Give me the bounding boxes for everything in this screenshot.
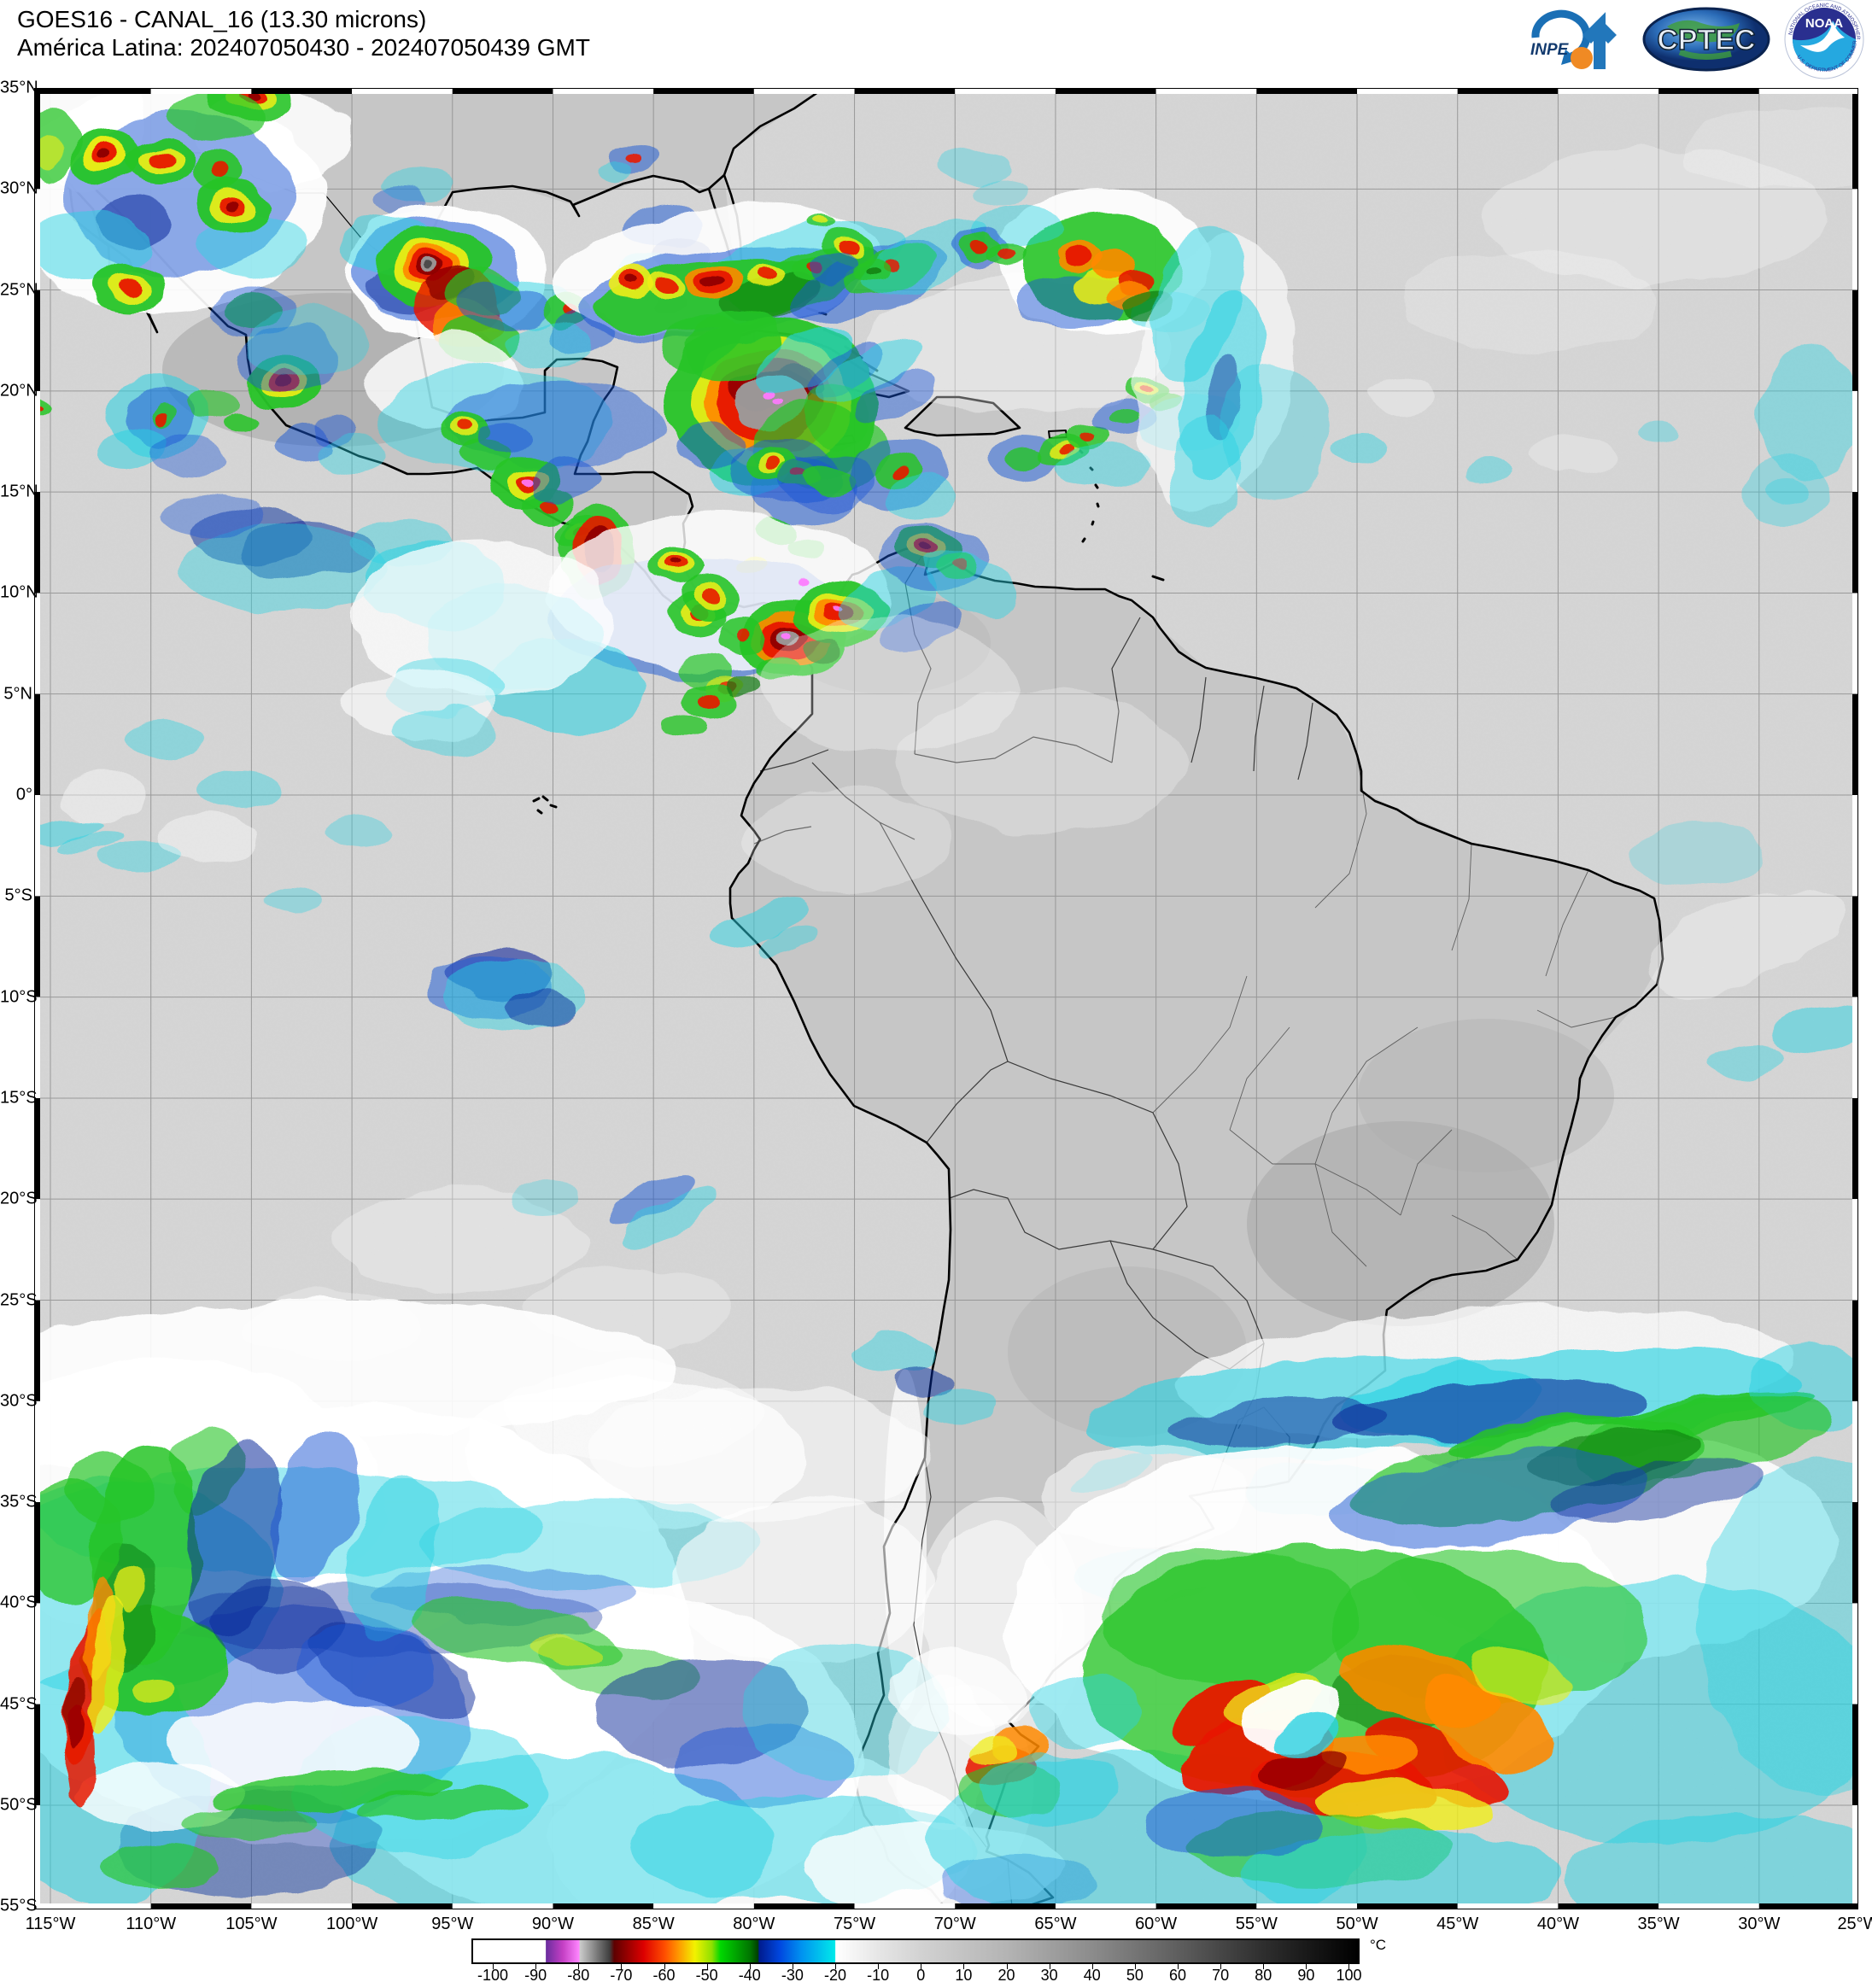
colorbar-tick-mark	[1177, 1964, 1179, 1969]
colorbar-tick-label: 50	[1126, 1967, 1144, 1984]
lat-label: 30°S	[0, 1391, 38, 1411]
colorbar-tick-label: 60	[1168, 1967, 1186, 1984]
colorbar-tick-mark	[706, 1964, 708, 1969]
colorbar-tick-label: 90	[1297, 1967, 1315, 1984]
lat-label: 20°S	[0, 1189, 38, 1208]
logo-strip: INPE CPTEC NOAA NATIONAL OCEANIC AND ATM…	[1518, 0, 1865, 79]
colorbar-tick-mark	[835, 1964, 837, 1969]
lon-label: 45°W	[1436, 1915, 1479, 1933]
colorbar-tick-mark	[1348, 1964, 1350, 1969]
lon-label: 115°W	[25, 1915, 76, 1933]
lon-label: 70°W	[933, 1915, 976, 1933]
lat-label: 15°N	[0, 482, 38, 501]
colorbar-tick-mark	[878, 1964, 880, 1969]
colorbar-tick-label: 80	[1255, 1967, 1272, 1984]
lat-label: 45°S	[0, 1694, 38, 1714]
colorbar-tick-mark	[664, 1964, 665, 1969]
lon-label: 80°W	[733, 1915, 775, 1933]
cptec-logo: CPTEC	[1642, 7, 1770, 72]
cptec-logo-text: CPTEC	[1657, 24, 1755, 56]
lat-label: 40°S	[0, 1593, 38, 1612]
colorbar	[471, 1938, 1360, 1964]
colorbar-tick-mark	[1306, 1964, 1307, 1969]
header: GOES16 - CANAL_16 (13.30 microns) Améric…	[17, 5, 590, 61]
colorbar-tick-label: 20	[997, 1967, 1015, 1984]
lon-label: 35°W	[1637, 1915, 1680, 1933]
page-title: GOES16 - CANAL_16 (13.30 microns)	[17, 6, 427, 32]
colorbar-tick-label: 10	[955, 1967, 973, 1984]
colorbar-tick-label: 0	[916, 1967, 926, 1984]
colorbar-tick-label: 40	[1083, 1967, 1101, 1984]
lon-label: 40°W	[1536, 1915, 1579, 1933]
colorbar-tick-label: -30	[781, 1967, 804, 1984]
colorbar-tick-mark	[1006, 1964, 1008, 1969]
lon-label: 75°W	[833, 1915, 876, 1933]
lon-label: 95°W	[431, 1915, 474, 1933]
colorbar-tick-mark	[1263, 1964, 1265, 1969]
lat-label: 35°N	[0, 78, 38, 97]
lon-label: 55°W	[1235, 1915, 1278, 1933]
lon-label: 25°W	[1837, 1915, 1872, 1933]
colorbar-tick-mark	[1220, 1964, 1222, 1969]
map-canvas	[0, 67, 1872, 1953]
colorbar-tick-label: -40	[738, 1967, 761, 1984]
noaa-logo: NOAA NATIONAL OCEANIC AND ATMOSPHERIC AD…	[1783, 0, 1864, 79]
inpe-logo-text: INPE	[1530, 41, 1570, 59]
map-frame-border	[34, 88, 1858, 1909]
page-subtitle: América Latina: 202407050430 - 202407050…	[17, 34, 590, 61]
lat-label: 30°N	[0, 178, 38, 198]
lon-label: 100°W	[325, 1915, 378, 1933]
lat-label: 5°S	[4, 886, 32, 905]
lon-label: 30°W	[1738, 1915, 1781, 1933]
colorbar-tick-label: -80	[567, 1967, 590, 1984]
colorbar-tick-label: 70	[1212, 1967, 1230, 1984]
satellite-map	[0, 67, 1872, 1953]
colorbar-tick-mark	[535, 1964, 537, 1969]
lat-label: 25°S	[0, 1290, 38, 1309]
lat-label: 10°S	[0, 987, 38, 1007]
colorbar-tick-label: -60	[652, 1967, 676, 1984]
lon-label: 90°W	[531, 1915, 575, 1933]
lon-label: 105°W	[225, 1915, 278, 1933]
lat-label: 5°N	[3, 684, 32, 704]
inpe-logo: INPE	[1530, 9, 1617, 69]
colorbar-tick-mark	[749, 1964, 751, 1969]
lat-label: 35°S	[0, 1492, 38, 1511]
colorbar-tick-mark	[493, 1964, 494, 1969]
lon-label: 65°W	[1034, 1915, 1077, 1933]
colorbar-tick-mark	[1091, 1964, 1093, 1969]
colorbar-tick-label: -50	[695, 1967, 718, 1984]
noaa-logo-text: NOAA	[1805, 16, 1843, 31]
colorbar-tick-mark	[578, 1964, 580, 1969]
colorbar-tick-label: -100	[477, 1967, 509, 1984]
cloud-layer	[0, 67, 1872, 1953]
colorbar-tick-label: -90	[524, 1967, 547, 1984]
colorbar-tick-label: -10	[867, 1967, 890, 1984]
lat-label: 55°S	[0, 1896, 38, 1915]
colorbar-tick-label: -70	[610, 1967, 633, 1984]
lat-label: 25°N	[0, 280, 38, 300]
colorbar-tick-mark	[621, 1964, 623, 1969]
lon-label: 50°W	[1336, 1915, 1378, 1933]
lat-label: 10°N	[0, 582, 38, 602]
lat-label: 20°N	[0, 381, 38, 401]
colorbar-tick-mark	[1134, 1964, 1136, 1969]
lat-label: 0°	[15, 785, 32, 804]
colorbar-tick-label: -20	[824, 1967, 847, 1984]
lat-label: 50°S	[0, 1795, 38, 1815]
colorbar-unit: °C	[1370, 1937, 1387, 1953]
colorbar-tick-label: 100	[1336, 1967, 1362, 1984]
colorbar-tick-mark	[963, 1964, 965, 1969]
lon-label: 60°W	[1135, 1915, 1178, 1933]
colorbar-tick-label: 30	[1040, 1967, 1058, 1984]
lat-label: 15°S	[0, 1088, 38, 1108]
lon-label: 85°W	[632, 1915, 675, 1933]
lon-label: 110°W	[126, 1915, 177, 1933]
